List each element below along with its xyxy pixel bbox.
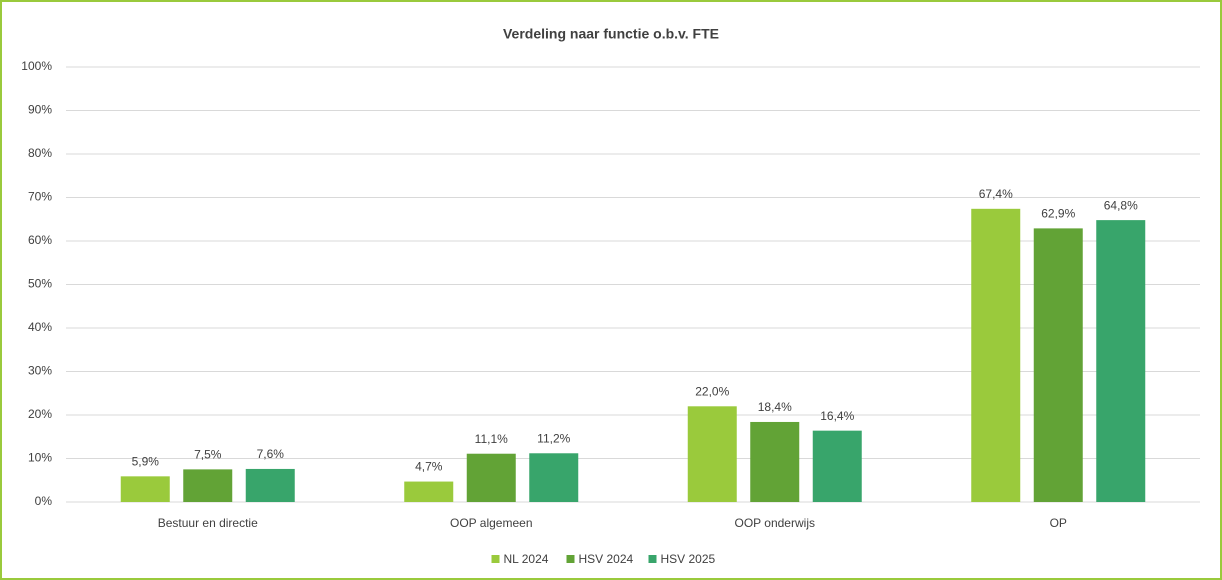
bar	[404, 481, 454, 502]
y-tick-label: 50%	[28, 277, 52, 291]
bar	[687, 406, 737, 502]
y-tick-label: 100%	[21, 59, 52, 73]
bar	[183, 469, 233, 502]
y-tick-label: 80%	[28, 146, 52, 160]
bar	[529, 453, 579, 502]
bar	[971, 208, 1021, 502]
legend-swatch	[491, 555, 500, 563]
bar	[245, 468, 295, 502]
y-tick-label: 40%	[28, 320, 52, 334]
legend-label: NL 2024	[504, 552, 549, 566]
y-tick-label: 60%	[28, 233, 52, 247]
value-label: 18,4%	[758, 400, 792, 414]
legend-label: HSV 2025	[661, 552, 716, 566]
legend-swatch	[566, 555, 575, 563]
y-tick-label: 30%	[28, 364, 52, 378]
value-label: 67,4%	[979, 187, 1013, 201]
legend-swatch	[648, 555, 657, 563]
value-label: 22,0%	[695, 384, 729, 398]
y-tick-label: 20%	[28, 407, 52, 421]
y-tick-label: 70%	[28, 190, 52, 204]
value-label: 62,9%	[1041, 207, 1075, 221]
value-label: 5,9%	[132, 455, 160, 469]
bar	[1033, 228, 1083, 502]
y-tick-label: 10%	[28, 451, 52, 465]
value-label: 4,7%	[415, 460, 443, 474]
chart-title: Verdeling naar functie o.b.v. FTE	[503, 26, 719, 42]
bar	[750, 421, 800, 502]
value-label: 11,1%	[475, 432, 508, 446]
y-tick-label: 0%	[35, 494, 53, 508]
x-tick-label: OOP onderwijs	[735, 516, 815, 530]
bar	[466, 453, 516, 502]
y-tick-label: 90%	[28, 103, 52, 117]
value-label: 11,2%	[537, 431, 570, 445]
value-label: 16,4%	[820, 409, 854, 423]
x-tick-label: OOP algemeen	[450, 516, 533, 530]
bar	[1096, 220, 1146, 502]
value-label: 7,5%	[194, 448, 222, 462]
legend-label: HSV 2024	[579, 552, 634, 566]
value-label: 64,8%	[1104, 198, 1138, 212]
x-tick-label: OP	[1050, 516, 1067, 530]
bar	[120, 476, 170, 502]
value-label: 7,6%	[257, 447, 285, 461]
x-tick-label: Bestuur en directie	[158, 516, 258, 530]
bar	[812, 430, 862, 502]
